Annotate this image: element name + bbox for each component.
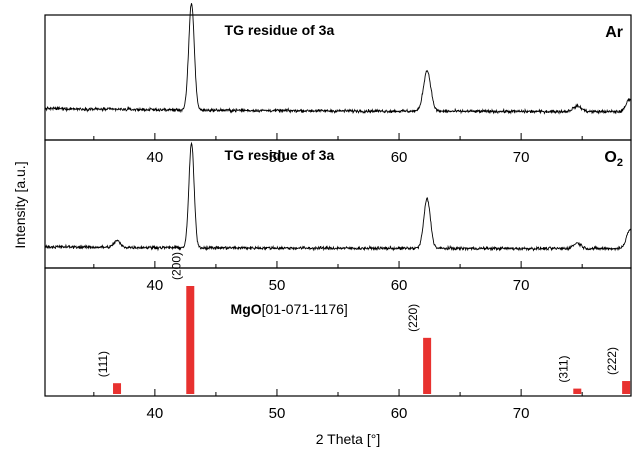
hkl-label: (200) <box>169 252 183 280</box>
hkl-label: (111) <box>96 351 110 377</box>
x-axis-label: 2 Theta [°] <box>316 431 381 447</box>
hkl-label: (222) <box>605 347 619 375</box>
reference-bar <box>423 337 432 394</box>
reference-label: MgO[01-071-1176] <box>231 301 348 317</box>
x-tick-label: 40 <box>147 277 164 294</box>
panel-frame-3 <box>44 267 632 397</box>
panel-title: TG residue of 3a <box>225 147 335 163</box>
x-tick-label: 70 <box>513 277 530 294</box>
x-tick-label: 50 <box>269 405 286 422</box>
xrd-pattern-line <box>44 3 632 115</box>
reference-bar <box>186 286 195 394</box>
hkl-label: (220) <box>406 304 420 332</box>
hkl-label: (311) <box>556 355 570 382</box>
x-tick-label: 60 <box>391 277 408 294</box>
pattern-panel-2: TG residue of 3a O2 <box>44 141 632 252</box>
pattern-panel-1: TG residue of 3a Ar <box>44 3 632 115</box>
reference-bar <box>113 383 122 394</box>
x-tick-label: 60 <box>391 405 408 422</box>
reference-bar <box>573 388 582 394</box>
atmosphere-label: O2 <box>604 149 623 169</box>
x-tick-label: 40 <box>147 405 164 422</box>
x-tick-label: 40 <box>147 149 164 166</box>
atmosphere-label: Ar <box>605 24 623 41</box>
x-tick-label: 50 <box>269 277 286 294</box>
reference-bar <box>622 381 631 394</box>
y-axis-label: Intensity [a.u.] <box>12 161 28 248</box>
xrd-pattern-line <box>44 141 632 252</box>
x-tick-label: 70 <box>513 149 530 166</box>
panel-title: TG residue of 3a <box>225 22 335 38</box>
x-tick-label: 60 <box>391 149 408 166</box>
x-tick-label: 70 <box>513 405 530 422</box>
panel-frame-1 <box>44 14 632 141</box>
reference-panel: (111) (200) (220) (311) (222) MgO[01-071-1176… <box>96 252 631 394</box>
x-tick-label: 50 <box>269 149 286 166</box>
